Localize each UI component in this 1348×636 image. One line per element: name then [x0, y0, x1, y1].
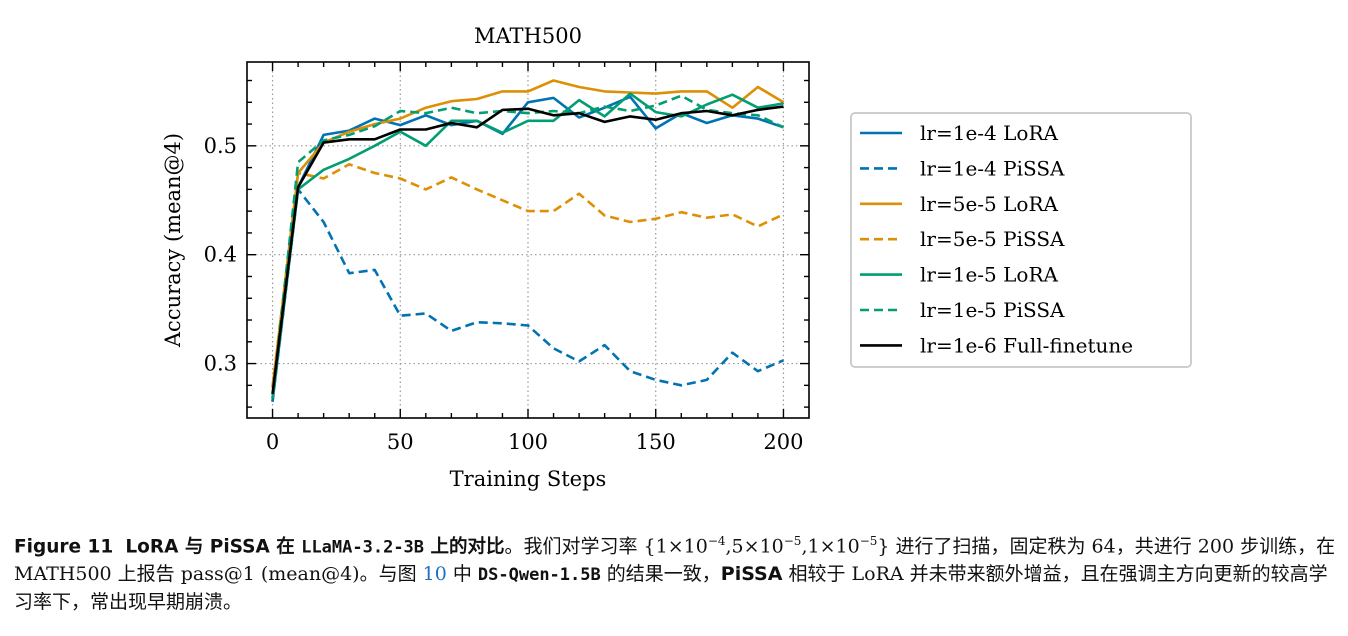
legend-label: lr=1e-4 LoRA [920, 121, 1058, 145]
caption-exp-3: −5 [859, 534, 878, 548]
legend-label: lr=1e-4 PiSSA [920, 156, 1065, 180]
legend-label: lr=5e-5 PiSSA [920, 227, 1065, 251]
series-line-lr-1e-5-lora [271, 92, 784, 399]
chart: MATH500 0 50 100 150 200 0.3 0.4 0.5 Training … [161, 24, 1192, 491]
series-line-lr-1e-5-pissa [271, 94, 785, 399]
x-tick-labels: 0 50 100 150 200 [266, 430, 804, 454]
legend-label: lr=5e-5 LoRA [920, 192, 1058, 216]
series-line-lr-1e-4-pissa [271, 188, 785, 402]
x-tick-label: 0 [266, 430, 279, 454]
legend-label: lr=1e-5 PiSSA [920, 298, 1065, 322]
y-tick-label: 0.4 [204, 243, 237, 267]
caption-title-model: LLaMA-3.2-3B [301, 537, 425, 558]
caption-pissa: PiSSA [720, 563, 783, 586]
y-tick-label: 0.5 [204, 134, 237, 158]
y-tick-label: 0.3 [204, 352, 237, 376]
x-tick-label: 200 [763, 430, 803, 454]
legend: lr=1e-4 LoRA lr=1e-4 PiSSA lr=5e-5 LoRA lr=… [850, 112, 1192, 368]
series-line-lr-5e-5-lora [271, 79, 785, 388]
caption-text-6: 的结果一致， [600, 563, 721, 586]
figure-ref-link[interactable]: 10 [422, 563, 447, 586]
series-line-lr-1e-6-full-finetune [271, 105, 784, 395]
caption-title-2: 上的对比 [424, 536, 505, 558]
legend-box [850, 112, 1192, 368]
caption-text-4: } 进行了扫描，固定秩为 64，共进行 200 步训练，在 MATH500 上报… [14, 535, 1336, 586]
caption-exp-2: −5 [783, 534, 802, 548]
caption-text-5: 中 [446, 563, 478, 586]
caption-exp-1: −4 [707, 534, 726, 548]
legend-label: lr=1e-5 LoRA [920, 263, 1058, 287]
caption-text-2: ,5×10 [725, 535, 784, 558]
caption-text-1: 。我们对学习率 {1×10 [504, 535, 708, 558]
series-group [271, 79, 785, 402]
ticks [247, 62, 809, 418]
x-axis-title: Training Steps [450, 467, 607, 491]
legend-label: lr=1e-6 Full-finetune [920, 333, 1133, 357]
caption-ref-model: DS-Qwen-1.5B [477, 565, 601, 586]
x-tick-label: 100 [508, 430, 548, 454]
series-line-lr-1e-4-lora [271, 95, 784, 402]
y-tick-labels: 0.3 0.4 0.5 [204, 134, 237, 376]
caption-text-3: ,1×10 [801, 535, 860, 558]
figure-caption: Figure 11 LoRA 与 PiSSA 在 LLaMA-3.2-3B 上的… [14, 528, 1339, 616]
series-line-lr-5e-5-pissa [271, 163, 785, 388]
chart-title: MATH500 [474, 24, 582, 48]
figure-label: Figure 11 [14, 536, 114, 558]
caption-title-1: LoRA 与 PiSSA 在 [125, 536, 302, 558]
caption-text-7: 相较于 LoRA 并未带来额外增益，且在强调主方向更新的较高学习率下，常出现早期… [14, 563, 1328, 614]
x-tick-label: 50 [387, 430, 414, 454]
y-axis-title: Accuracy (mean@4) [161, 133, 185, 348]
x-tick-label: 150 [636, 430, 676, 454]
